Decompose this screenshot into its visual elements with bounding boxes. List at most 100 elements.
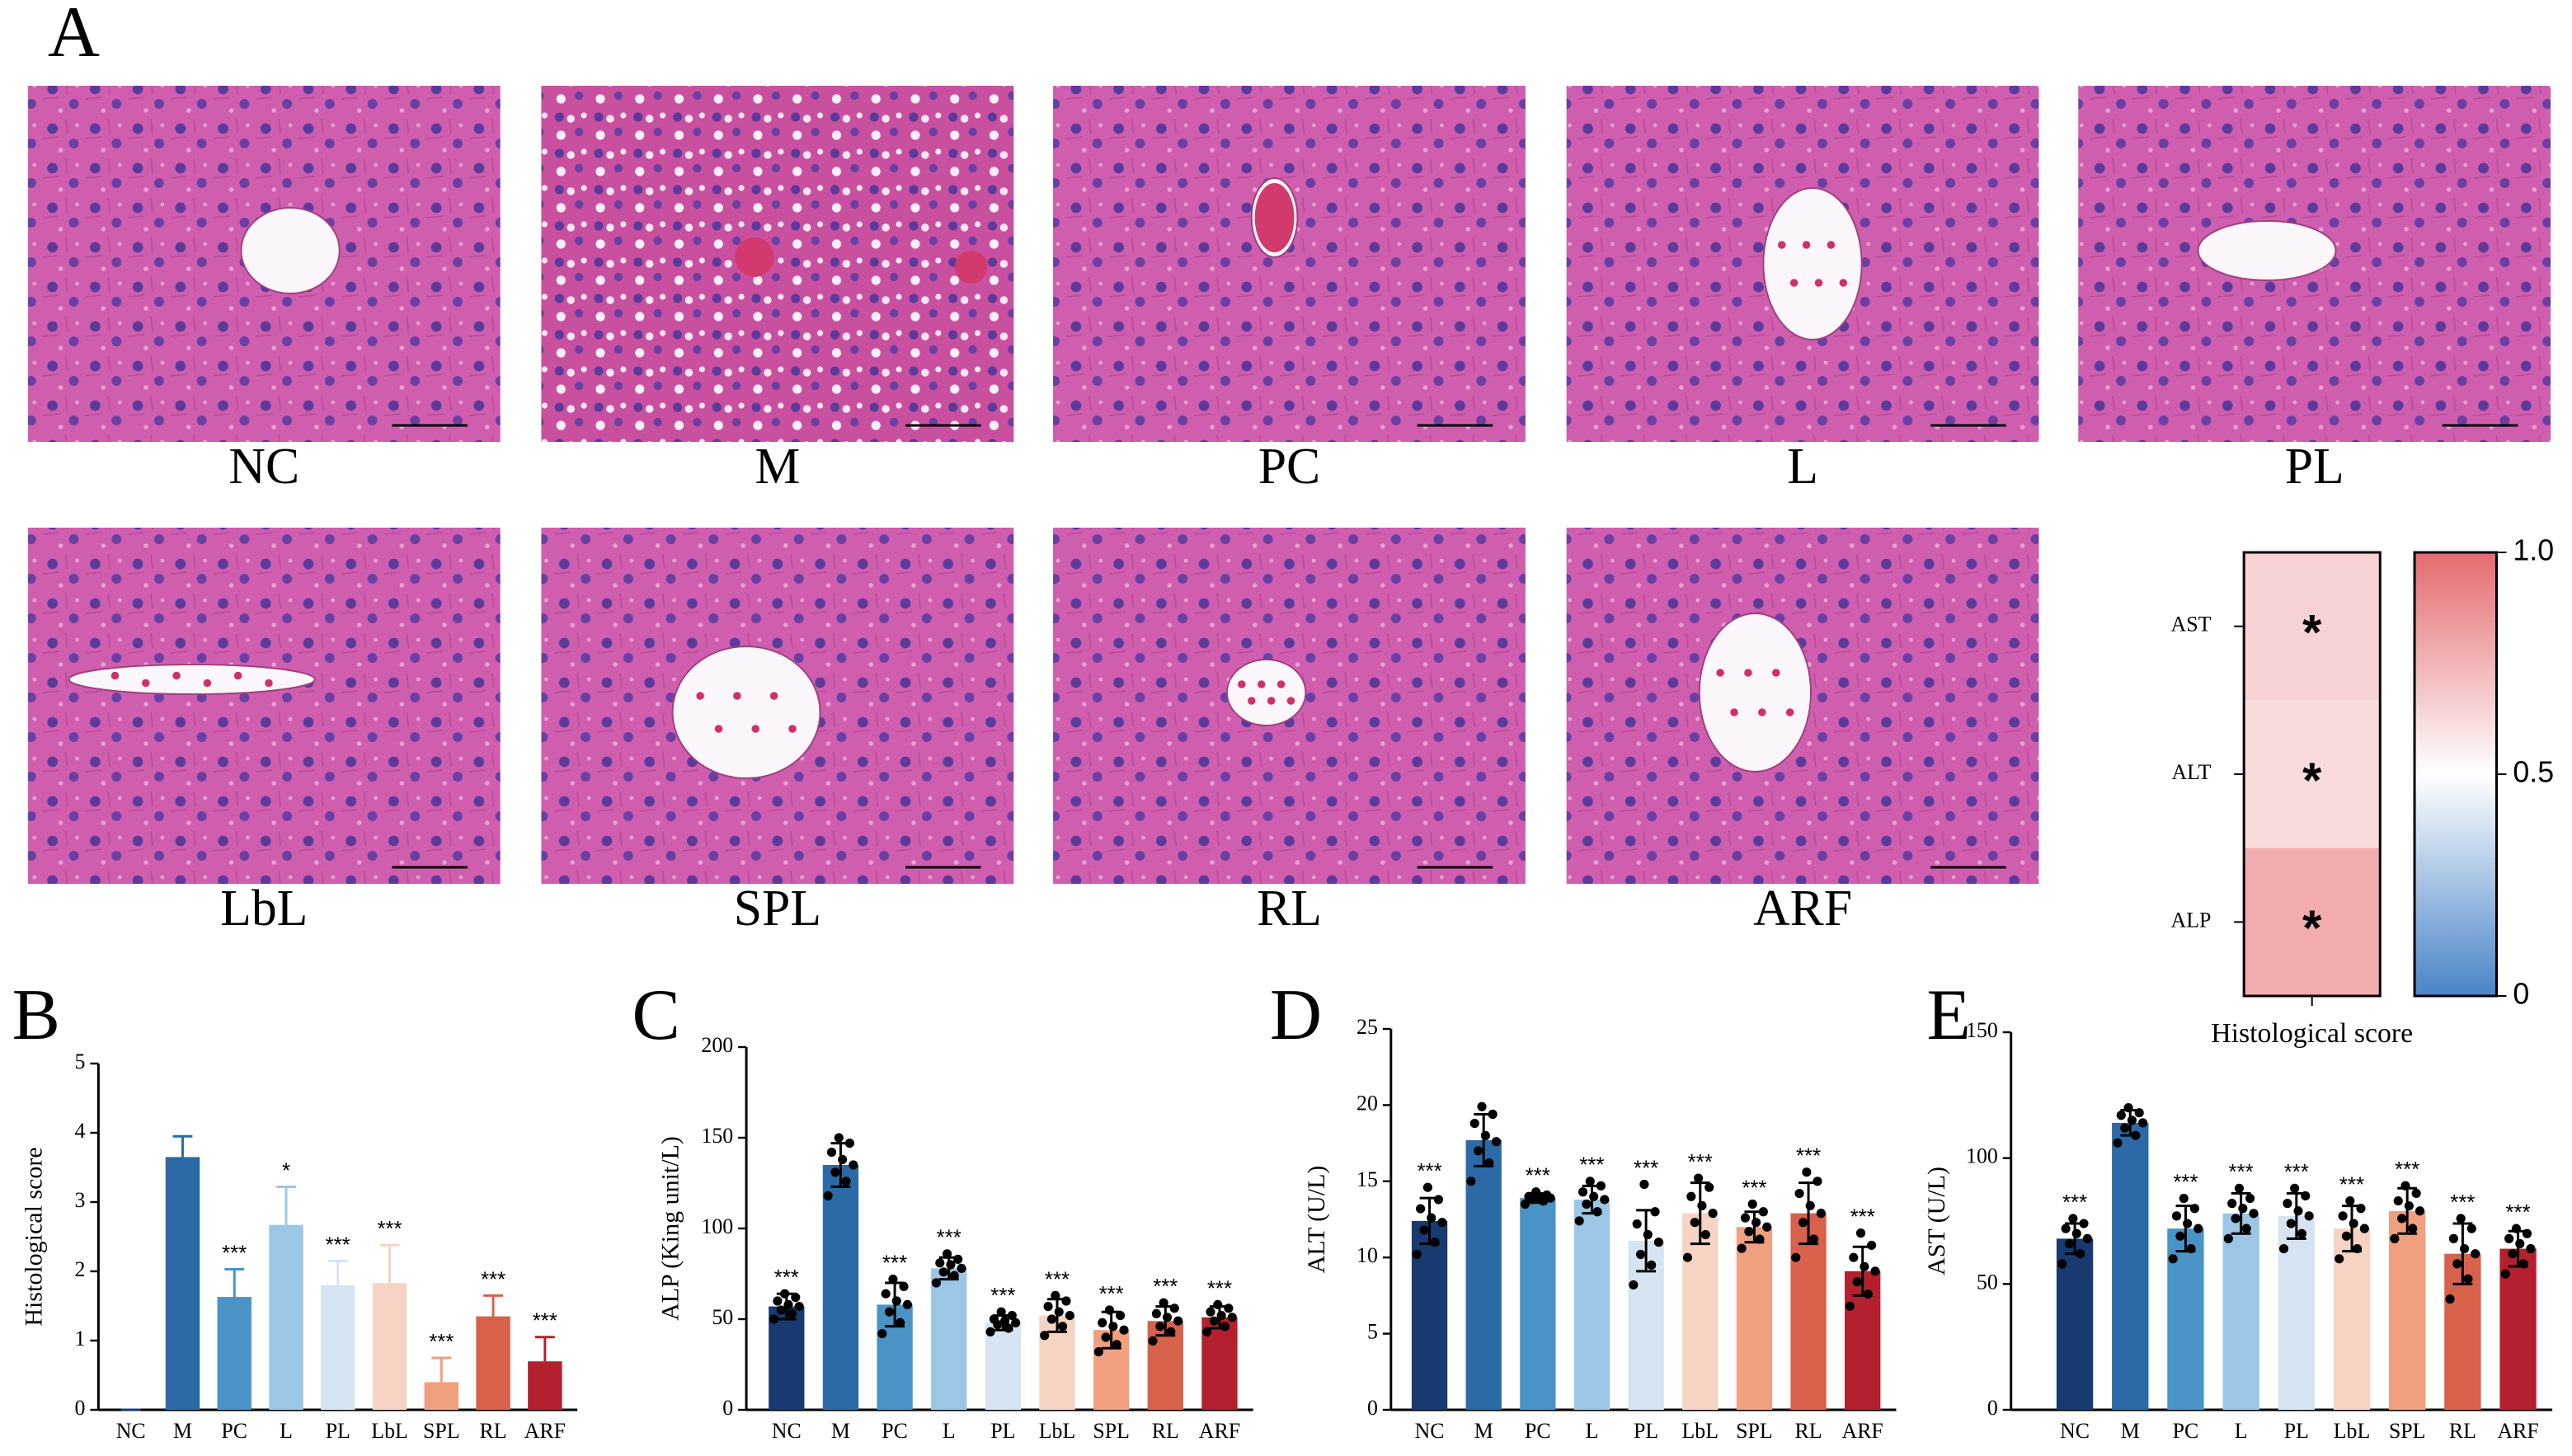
data-point — [844, 1139, 854, 1148]
blood-cell — [714, 725, 723, 733]
data-point — [1798, 1218, 1808, 1228]
data-point — [2179, 1193, 2189, 1204]
data-point — [1488, 1109, 1498, 1120]
row-label: ALP — [2171, 908, 2212, 932]
data-point — [2116, 1111, 2126, 1120]
y-tick-label: 15 — [1357, 1167, 1378, 1191]
data-point — [1574, 1216, 1584, 1226]
x-tick-label: ARF — [1842, 1419, 1883, 1443]
data-point — [2526, 1243, 2536, 1254]
vessel — [1762, 187, 1863, 341]
data-point — [830, 1167, 840, 1177]
data-point — [1531, 1187, 1541, 1197]
blood-cell — [1744, 669, 1752, 677]
micrograph-label: PC — [1258, 439, 1320, 495]
y-tick-label: 0 — [722, 1396, 733, 1420]
data-point — [838, 1154, 848, 1164]
x-tick-label: LbL — [371, 1419, 407, 1443]
significance: *** — [377, 1218, 402, 1241]
significance: *** — [481, 1268, 505, 1291]
data-point — [1213, 1299, 1223, 1309]
data-point — [849, 1160, 858, 1170]
data-point — [1694, 1173, 1704, 1183]
x-tick-label: PC — [882, 1419, 908, 1443]
data-point — [1040, 1331, 1050, 1341]
data-point — [1592, 1207, 1602, 1217]
data-point — [2286, 1219, 2296, 1228]
error-bar — [172, 1134, 193, 1158]
data-point — [2183, 1219, 2193, 1228]
significance: *** — [2173, 1171, 2198, 1194]
data-point — [1704, 1182, 1714, 1192]
colorbar-tick-label: 1.0 — [2513, 533, 2554, 566]
data-point — [2290, 1183, 2300, 1193]
annotation: * — [2302, 753, 2322, 808]
error-bar — [379, 1243, 400, 1284]
data-point — [2234, 1183, 2245, 1193]
bar — [1573, 1199, 1610, 1410]
data-point — [2186, 1243, 2196, 1254]
data-point — [776, 1305, 786, 1315]
blood-cell — [1257, 680, 1266, 688]
x-tick-label: ARF — [524, 1419, 566, 1443]
data-point — [2076, 1249, 2085, 1259]
data-point — [1474, 1146, 1483, 1156]
data-point — [1639, 1179, 1649, 1190]
data-point — [794, 1302, 804, 1312]
data-point — [1466, 1177, 1476, 1186]
error-bar — [327, 1259, 348, 1285]
micrograph-label: ARF — [1753, 881, 1852, 937]
blood-cell — [1802, 241, 1811, 249]
data-point — [1477, 1101, 1487, 1111]
data-point — [989, 1314, 999, 1324]
data-point — [1437, 1218, 1447, 1228]
error-bar — [534, 1336, 555, 1362]
data-point — [2515, 1238, 2525, 1249]
y-axis-label: ALT (U/L) — [1303, 1166, 1330, 1274]
blood-cell — [265, 679, 273, 688]
blood-cell — [1267, 697, 1276, 705]
bar — [822, 1165, 859, 1410]
annotation: * — [2302, 900, 2322, 956]
data-point — [1162, 1313, 1173, 1322]
y-tick-label: 100 — [701, 1214, 733, 1238]
data-point — [942, 1249, 952, 1259]
data-point — [791, 1293, 801, 1303]
data-point — [931, 1278, 941, 1288]
x-tick-label: NC — [2060, 1419, 2090, 1443]
bar — [931, 1268, 967, 1410]
x-tick-label: LbL — [1682, 1419, 1719, 1443]
x-tick-label: PC — [2173, 1419, 2199, 1443]
blood-cell — [1789, 279, 1799, 287]
data-point — [2448, 1233, 2459, 1243]
panel-letter: E — [1926, 975, 1970, 1054]
significance: *** — [1099, 1283, 1124, 1306]
data-point — [1101, 1332, 1111, 1342]
data-point — [1647, 1260, 1657, 1270]
data-point — [1860, 1261, 1869, 1271]
data-point — [2359, 1224, 2369, 1233]
data-point — [877, 1329, 887, 1339]
error-bar — [276, 1186, 296, 1225]
data-point — [2064, 1238, 2075, 1249]
data-point — [1206, 1307, 1215, 1317]
micrograph — [27, 528, 501, 884]
data-point — [1845, 1301, 1855, 1311]
x-tick-label: PL — [2284, 1419, 2309, 1443]
vessel — [1225, 659, 1307, 726]
x-tick-label: ARF — [1199, 1419, 1240, 1443]
data-point — [1151, 1308, 1161, 1318]
data-point — [2057, 1259, 2067, 1269]
bar — [1411, 1220, 1448, 1410]
significance: *** — [2395, 1158, 2419, 1181]
data-point — [2113, 1138, 2123, 1148]
data-point — [1093, 1347, 1103, 1357]
data-point — [1740, 1213, 1751, 1223]
x-tick-label: NC — [1415, 1419, 1445, 1443]
significance: *** — [1526, 1165, 1550, 1188]
data-point — [2511, 1224, 2521, 1233]
data-point — [2353, 1243, 2363, 1254]
data-point — [1159, 1298, 1168, 1308]
data-point — [2349, 1219, 2358, 1228]
data-point — [2082, 1233, 2092, 1243]
